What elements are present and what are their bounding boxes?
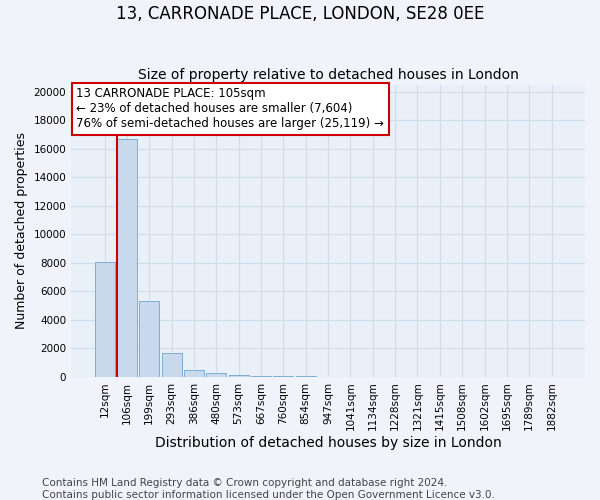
Title: Size of property relative to detached houses in London: Size of property relative to detached ho…	[137, 68, 518, 82]
Bar	[139, 302, 160, 377]
Bar	[161, 352, 182, 377]
Text: 13, CARRONADE PLACE, LONDON, SE28 0EE: 13, CARRONADE PLACE, LONDON, SE28 0EE	[116, 5, 484, 23]
Bar	[117, 138, 137, 377]
Text: 13 CARRONADE PLACE: 105sqm
← 23% of detached houses are smaller (7,604)
76% of s: 13 CARRONADE PLACE: 105sqm ← 23% of deta…	[76, 88, 384, 130]
Bar	[251, 376, 271, 377]
Bar	[274, 376, 293, 377]
Text: Contains HM Land Registry data © Crown copyright and database right 2024.
Contai: Contains HM Land Registry data © Crown c…	[42, 478, 495, 500]
X-axis label: Distribution of detached houses by size in London: Distribution of detached houses by size …	[155, 436, 502, 450]
Bar	[184, 370, 204, 377]
Bar	[229, 374, 249, 377]
Y-axis label: Number of detached properties: Number of detached properties	[15, 132, 28, 329]
Bar	[95, 262, 115, 377]
Bar	[206, 373, 226, 377]
